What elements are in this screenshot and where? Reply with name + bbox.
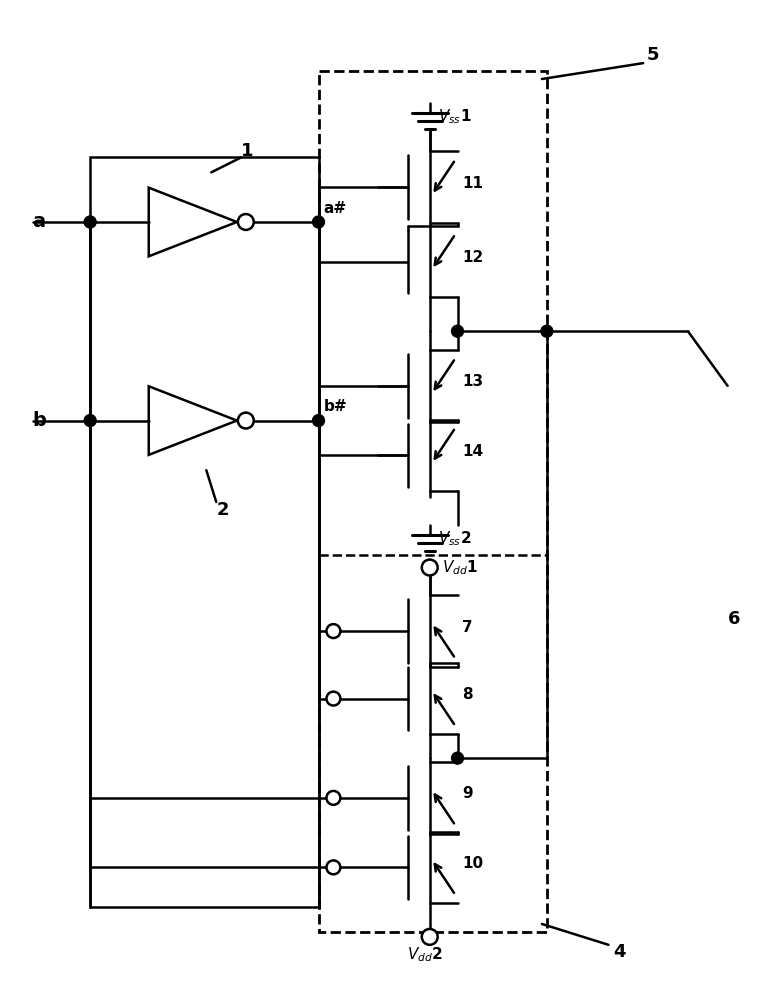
Text: 12: 12 — [462, 250, 484, 265]
Text: 14: 14 — [462, 444, 483, 459]
Text: 10: 10 — [462, 856, 483, 871]
Circle shape — [326, 692, 340, 706]
Circle shape — [421, 560, 438, 575]
Text: 11: 11 — [462, 176, 483, 191]
Circle shape — [238, 214, 254, 230]
Text: a: a — [33, 212, 45, 231]
Circle shape — [84, 415, 96, 427]
Circle shape — [84, 216, 96, 228]
Circle shape — [451, 325, 464, 337]
Text: 4: 4 — [613, 943, 626, 961]
Text: $V_{dd}$1: $V_{dd}$1 — [442, 558, 478, 577]
Circle shape — [326, 860, 340, 874]
Circle shape — [326, 624, 340, 638]
Text: 7: 7 — [462, 620, 473, 635]
Bar — [318, 71, 547, 932]
Text: a#: a# — [324, 201, 346, 216]
Text: 1: 1 — [241, 142, 253, 160]
Text: 2: 2 — [217, 501, 229, 519]
Circle shape — [326, 791, 340, 805]
Circle shape — [451, 752, 464, 764]
Text: b#: b# — [324, 399, 347, 414]
Circle shape — [313, 216, 325, 228]
Text: 6: 6 — [727, 610, 740, 628]
Circle shape — [238, 413, 254, 429]
Text: 5: 5 — [646, 46, 658, 64]
Circle shape — [421, 929, 438, 945]
Bar — [90, 157, 318, 907]
Text: $V_{ss}$1: $V_{ss}$1 — [438, 107, 472, 126]
Circle shape — [313, 415, 325, 427]
Text: 8: 8 — [462, 687, 473, 702]
Text: 13: 13 — [462, 374, 483, 389]
Text: 9: 9 — [462, 786, 473, 801]
Text: b: b — [33, 411, 46, 430]
Text: $V_{ss}$2: $V_{ss}$2 — [438, 529, 471, 548]
Circle shape — [541, 325, 553, 337]
Text: $V_{dd}$2: $V_{dd}$2 — [407, 945, 443, 964]
